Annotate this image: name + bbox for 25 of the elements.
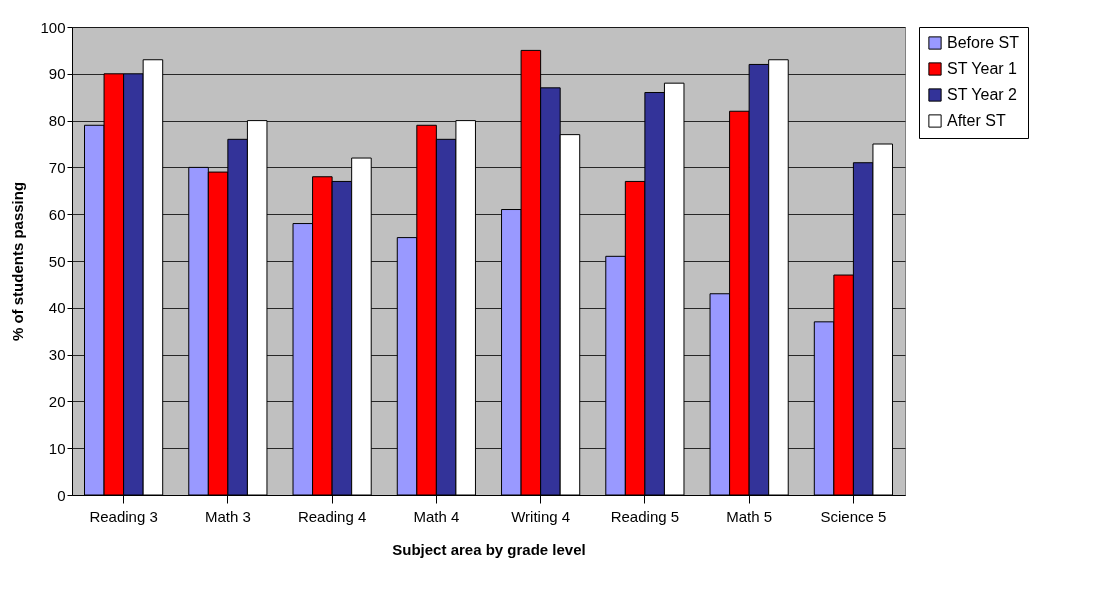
- x-tick-label: Math 5: [726, 507, 773, 525]
- y-tick-label: 90: [48, 65, 66, 83]
- legend-label: ST Year 2: [947, 86, 1018, 103]
- y-tick-label: 30: [48, 346, 66, 364]
- y-tick-label: 20: [48, 392, 66, 410]
- legend-label: After ST: [947, 112, 1006, 129]
- x-tick-label: Reading 4: [297, 507, 367, 525]
- y-tick-label: 80: [48, 112, 66, 130]
- y-tick-label: 50: [48, 252, 66, 270]
- x-axis-title: Subject area by grade level: [392, 540, 586, 558]
- x-tick-label: Math 4: [413, 507, 460, 525]
- x-tick-label: Writing 4: [511, 507, 571, 525]
- x-tick-label: Reading 3: [89, 507, 158, 525]
- y-tick-label: 60: [48, 205, 66, 223]
- y-axis-title: % of students passing: [9, 181, 27, 342]
- y-tick-label: 10: [48, 439, 66, 457]
- x-tick-label: Science 5: [820, 507, 887, 525]
- legend-label: ST Year 1: [947, 60, 1018, 77]
- x-tick-label: Math 3: [204, 507, 251, 525]
- legend-label: Before ST: [947, 34, 1020, 51]
- y-tick-label: 100: [40, 18, 66, 36]
- y-tick-label: 0: [57, 486, 66, 504]
- y-tick-label: 70: [48, 158, 66, 176]
- y-tick-label: 40: [48, 299, 66, 317]
- x-tick-label: Reading 5: [610, 507, 680, 525]
